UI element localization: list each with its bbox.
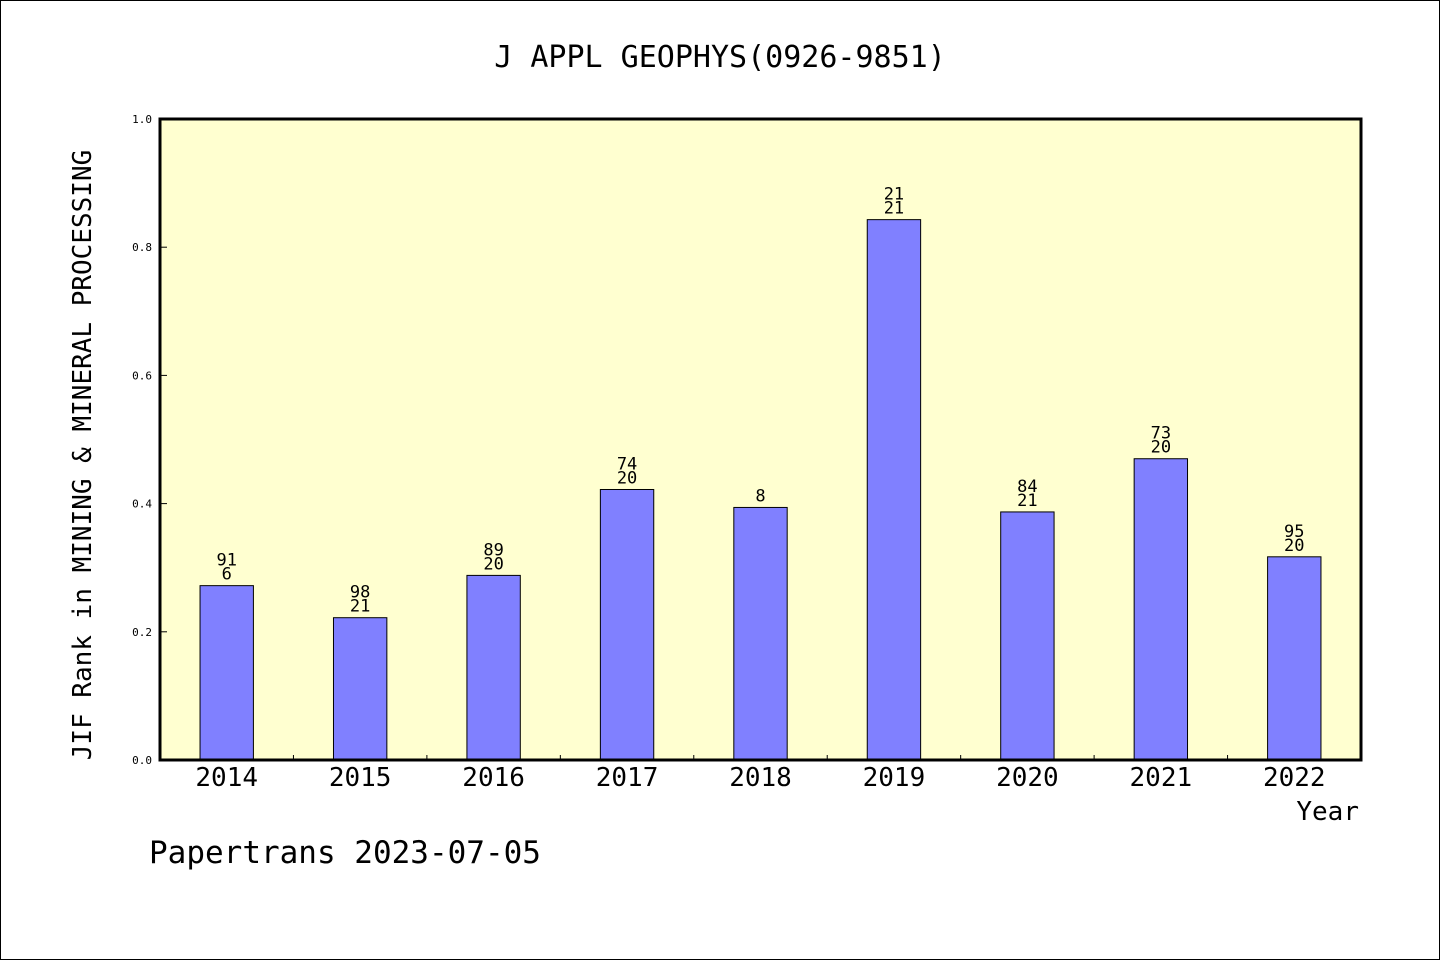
bar-label-2015-1: 98 [350, 583, 370, 603]
bar-label-2020-2: 21 [1017, 491, 1037, 511]
bar-2016 [466, 574, 521, 761]
y-tick-label-1.0: 1.0 [132, 113, 152, 126]
bar-2021 [1133, 458, 1189, 761]
y-axis-label: JIF Rank in MINING & MINERAL PROCESSING [68, 150, 98, 760]
x-tick-label-2022: 2022 [1263, 763, 1326, 793]
x-tick-label-2019: 2019 [863, 763, 926, 793]
chart-title: J APPL GEOPHYS(0926-9851) [494, 40, 946, 75]
bar-2017 [599, 488, 655, 761]
x-tick-label-2017: 2017 [596, 763, 659, 793]
x-tick-label-2018: 2018 [729, 763, 792, 793]
plot-border [158, 117, 1363, 762]
bar-2015 [332, 617, 388, 761]
bar-label-2014-1: 91 [216, 551, 236, 571]
x-tick-label-2015: 2015 [329, 763, 392, 793]
bar-2020 [1000, 511, 1055, 761]
x-tick-label-2021: 2021 [1130, 763, 1193, 793]
y-tick-label-0.2: 0.2 [132, 626, 152, 639]
bar-label-2019-1: 21 [884, 185, 904, 205]
bar-label-2016-1: 89 [483, 540, 503, 560]
bar-label-2016-2: 20 [483, 554, 503, 574]
bar-label-2018-1: 8 [755, 486, 765, 506]
x-axis-ticks: 2014 2015 2016 2017 2018 2019 2020 2021 2022 [195, 755, 1326, 793]
bars-group [199, 219, 1322, 761]
bar-label-2022-1: 95 [1284, 522, 1304, 542]
bar-label-2021-2: 20 [1151, 438, 1171, 458]
bar-2019 [866, 219, 922, 761]
bar-label-2019-2: 21 [884, 199, 904, 219]
bar-2014 [199, 585, 254, 761]
y-tick-label-0.6: 0.6 [132, 369, 152, 382]
bar-label-2022-2: 20 [1284, 536, 1304, 556]
x-axis-label: Year [1296, 797, 1359, 827]
y-tick-label-0.4: 0.4 [132, 498, 152, 511]
footer-text: Papertrans 2023-07-05 [149, 835, 541, 871]
y-tick-label-0.0: 0.0 [132, 754, 152, 767]
x-tick-label-2020: 2020 [996, 763, 1059, 793]
bar-label-2015-2: 21 [350, 597, 370, 617]
x-tick-label-2016: 2016 [462, 763, 525, 793]
bar-label-2014-2: 6 [222, 565, 232, 585]
bar-label-2021-1: 73 [1151, 424, 1171, 444]
bar-2022 [1267, 556, 1322, 761]
y-axis-ticks: 0.0 0.2 0.4 0.6 0.8 1.0 [132, 113, 167, 767]
bar-label-2020-1: 84 [1017, 477, 1037, 497]
x-tick-label-2014: 2014 [195, 763, 258, 793]
bar-2018 [733, 506, 788, 761]
y-tick-label-0.8: 0.8 [132, 241, 152, 254]
bar-label-2017-2: 20 [617, 468, 637, 488]
bar-label-2017-1: 74 [617, 454, 637, 474]
